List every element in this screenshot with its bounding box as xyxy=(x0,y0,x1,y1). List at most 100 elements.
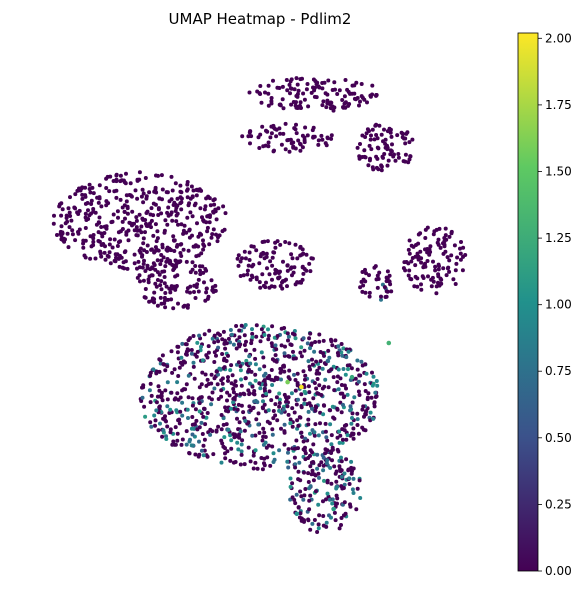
scatter-point xyxy=(243,323,248,327)
scatter-point xyxy=(382,127,386,132)
scatter-point xyxy=(134,218,139,223)
scatter-point xyxy=(294,76,299,81)
scatter-point xyxy=(257,430,262,435)
scatter-point xyxy=(335,351,340,355)
scatter-point xyxy=(250,275,255,280)
scatter-point xyxy=(307,486,312,491)
scatter-point xyxy=(223,456,228,461)
scatter-point xyxy=(384,279,389,284)
scatter-point xyxy=(172,249,177,253)
scatter-point xyxy=(126,238,131,243)
scatter-point xyxy=(366,163,371,168)
scatter-point xyxy=(453,282,458,286)
scatter-point xyxy=(352,395,357,400)
scatter-point xyxy=(360,407,365,412)
scatter-point xyxy=(245,272,250,277)
scatter-point xyxy=(321,351,326,356)
scatter-point xyxy=(176,222,180,227)
scatter-point xyxy=(169,174,174,179)
scatter-point xyxy=(190,267,195,272)
scatter-point xyxy=(333,518,338,523)
scatter-point xyxy=(233,379,238,384)
scatter-point xyxy=(364,371,369,376)
scatter-point xyxy=(360,425,365,430)
scatter-point xyxy=(265,239,270,244)
scatter-point xyxy=(168,427,173,432)
scatter-point xyxy=(133,188,138,193)
scatter-point xyxy=(281,259,285,264)
scatter-point xyxy=(266,408,271,413)
scatter-point xyxy=(303,451,308,456)
scatter-point xyxy=(165,380,170,385)
scatter-point xyxy=(228,328,233,332)
scatter-point xyxy=(135,266,139,271)
scatter-point xyxy=(291,270,296,275)
scatter-point xyxy=(262,461,266,466)
scatter-point xyxy=(271,250,276,255)
scatter-point xyxy=(357,393,362,397)
scatter-point xyxy=(154,408,159,413)
scatter-point xyxy=(149,247,154,252)
scatter-point xyxy=(290,331,295,336)
scatter-point xyxy=(137,273,142,278)
scatter-point xyxy=(227,393,232,398)
scatter-point xyxy=(147,190,152,195)
scatter-point xyxy=(419,282,423,287)
scatter-point xyxy=(168,430,173,435)
scatter-point xyxy=(317,475,321,480)
scatter-point xyxy=(307,336,312,341)
scatter-point xyxy=(281,131,286,136)
scatter-point xyxy=(130,222,134,227)
scatter-point xyxy=(306,518,311,523)
scatter-point xyxy=(287,354,292,359)
scatter-point xyxy=(290,424,295,429)
scatter-point xyxy=(236,402,241,407)
scatter-point xyxy=(293,465,298,470)
scatter-point xyxy=(153,185,158,190)
scatter-point xyxy=(270,255,275,260)
scatter-point xyxy=(261,144,266,149)
scatter-point xyxy=(285,284,289,289)
scatter-point xyxy=(229,332,234,337)
scatter-point xyxy=(259,327,264,332)
scatter-point xyxy=(219,388,224,393)
scatter-point xyxy=(312,433,317,438)
scatter-point xyxy=(312,518,317,522)
scatter-point xyxy=(300,76,304,81)
scatter-point xyxy=(345,392,350,397)
scatter-point xyxy=(325,458,330,463)
scatter-point xyxy=(159,211,164,216)
scatter-point xyxy=(401,266,406,271)
scatter-point xyxy=(293,501,298,506)
scatter-point xyxy=(236,342,241,347)
scatter-point xyxy=(367,158,372,163)
scatter-point xyxy=(310,362,315,367)
scatter-point xyxy=(178,195,183,200)
scatter-point xyxy=(344,457,349,462)
scatter-point xyxy=(289,141,294,146)
scatter-point xyxy=(68,214,73,218)
scatter-point xyxy=(122,250,127,255)
scatter-point xyxy=(229,381,234,386)
scatter-point xyxy=(62,239,67,244)
scatter-point xyxy=(239,452,244,457)
scatter-point xyxy=(205,229,210,234)
scatter-point xyxy=(176,418,181,423)
scatter-point xyxy=(149,393,154,398)
scatter-point xyxy=(163,388,168,393)
scatter-point xyxy=(273,271,278,276)
scatter-point xyxy=(264,445,269,450)
scatter-point xyxy=(204,383,209,388)
scatter-point xyxy=(287,82,292,87)
scatter-point xyxy=(368,137,373,142)
scatter-point xyxy=(253,356,258,361)
scatter-point xyxy=(113,259,118,264)
scatter-point xyxy=(293,462,298,467)
scatter-point xyxy=(108,237,113,242)
scatter-point xyxy=(447,258,452,263)
scatter-point xyxy=(208,213,212,218)
scatter-point xyxy=(165,424,170,429)
scatter-point xyxy=(315,466,320,471)
scatter-point xyxy=(245,268,250,273)
